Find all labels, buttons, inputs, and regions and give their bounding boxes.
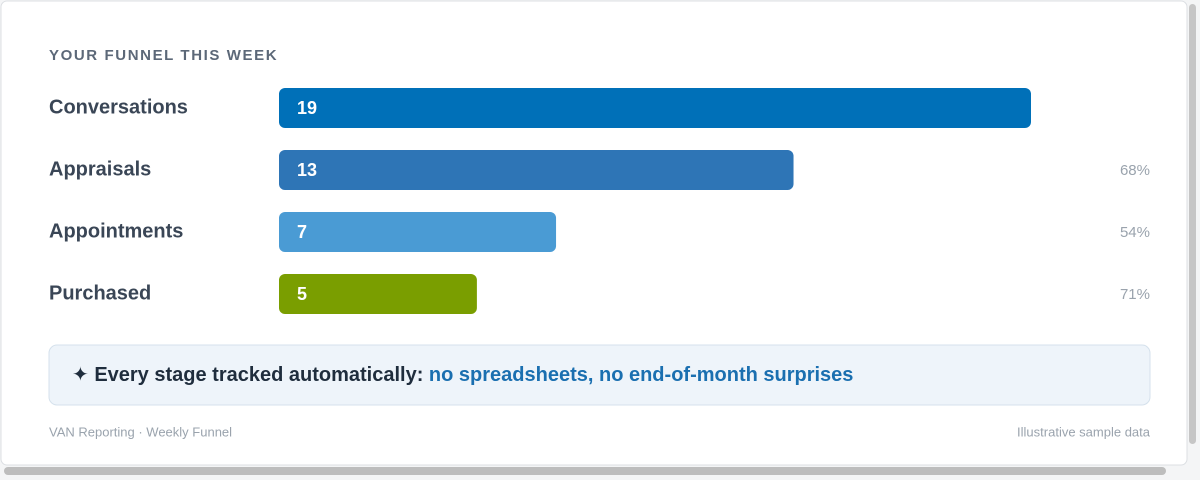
callout: ✦ Every stage tracked automatically: no … [72, 364, 853, 386]
bar [279, 150, 794, 190]
callout-lead: ✦ Every stage tracked automatically: [72, 364, 423, 386]
bar [279, 274, 477, 314]
value-label: 5 [297, 284, 307, 304]
callout-highlight: no spreadsheets, no end-of-month surpris… [429, 364, 854, 386]
h-scrollbar[interactable] [4, 467, 1166, 475]
category-label: Appraisals [49, 158, 151, 180]
footer-left: VAN Reporting · Weekly Funnel [49, 424, 232, 439]
category-label: Purchased [49, 282, 151, 304]
rate-label: 68% [1120, 162, 1150, 179]
value-label: 13 [297, 160, 317, 180]
chart-title: YOUR FUNNEL THIS WEEK [49, 47, 278, 64]
callout-box [48, 344, 1151, 406]
v-scrollbar[interactable] [1189, 4, 1196, 444]
rate-label: 71% [1120, 286, 1150, 303]
category-label: Appointments [49, 220, 183, 242]
category-label: Conversations [49, 96, 188, 118]
bar [279, 88, 1031, 128]
footer-right: Illustrative sample data [1017, 424, 1151, 439]
value-label: 19 [297, 98, 317, 118]
rate-label: 54% [1120, 224, 1150, 241]
value-label: 7 [297, 222, 307, 242]
bar [279, 212, 557, 252]
